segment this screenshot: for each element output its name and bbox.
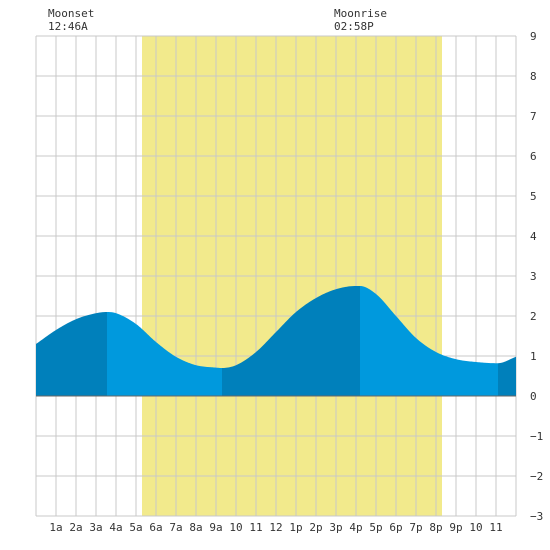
x-tick-label: 2p bbox=[309, 521, 322, 534]
tide-segment-rising bbox=[498, 356, 516, 396]
y-tick-label: −1 bbox=[530, 430, 543, 443]
y-tick-label: −3 bbox=[530, 510, 543, 523]
y-tick-label: 5 bbox=[530, 190, 537, 203]
tide-segment-rising bbox=[36, 312, 107, 396]
y-tick-label: 7 bbox=[530, 110, 537, 123]
moonrise-label: Moonrise bbox=[334, 7, 387, 20]
y-tick-label: −2 bbox=[530, 470, 543, 483]
y-tick-label: 8 bbox=[530, 70, 537, 83]
x-tick-label: 1a bbox=[49, 521, 62, 534]
x-tick-label: 7a bbox=[169, 521, 182, 534]
y-tick-label: 6 bbox=[530, 150, 537, 163]
tide-segment-falling bbox=[360, 286, 498, 396]
x-tick-label: 11 bbox=[249, 521, 262, 534]
x-tick-label: 3p bbox=[329, 521, 342, 534]
x-tick-label: 11 bbox=[489, 521, 502, 534]
y-tick-label: 0 bbox=[530, 390, 537, 403]
x-tick-label: 7p bbox=[409, 521, 422, 534]
x-tick-label: 10 bbox=[229, 521, 242, 534]
x-tick-label: 3a bbox=[89, 521, 102, 534]
moonset-time: 12:46A bbox=[48, 20, 88, 33]
x-tick-label: 8a bbox=[189, 521, 202, 534]
y-tick-label: 3 bbox=[530, 270, 537, 283]
x-tick-label: 9a bbox=[209, 521, 222, 534]
tide-area bbox=[36, 286, 516, 396]
y-axis: −3 −2 −1 0 1 2 3 4 5 6 7 8 9 bbox=[530, 30, 543, 523]
x-tick-label: 5a bbox=[129, 521, 142, 534]
y-tick-label: 9 bbox=[530, 30, 537, 43]
x-tick-label: 1p bbox=[289, 521, 302, 534]
x-tick-label: 4p bbox=[349, 521, 362, 534]
x-tick-label: 9p bbox=[449, 521, 462, 534]
tide-segment-rising bbox=[222, 286, 360, 396]
x-tick-label: 10 bbox=[469, 521, 482, 534]
x-tick-label: 5p bbox=[369, 521, 382, 534]
x-axis: 1a 2a 3a 4a 5a 6a 7a 8a 9a 10 11 12 1p 2p 3p 4p 5p 6p 7p 8p… bbox=[49, 521, 502, 534]
grid-lines bbox=[35, 35, 517, 517]
moonset-label: Moonset bbox=[48, 7, 95, 20]
y-tick-label: 1 bbox=[530, 350, 537, 363]
x-tick-label: 8p bbox=[429, 521, 442, 534]
y-tick-label: 4 bbox=[530, 230, 537, 243]
y-tick-label: 2 bbox=[530, 310, 537, 323]
x-tick-label: 6p bbox=[389, 521, 402, 534]
x-tick-label: 2a bbox=[69, 521, 82, 534]
x-tick-label: 6a bbox=[149, 521, 162, 534]
moonrise-time: 02:58P bbox=[334, 20, 374, 33]
x-tick-label: 12 bbox=[269, 521, 282, 534]
x-tick-label: 4a bbox=[109, 521, 122, 534]
tide-segment-falling bbox=[107, 312, 222, 396]
